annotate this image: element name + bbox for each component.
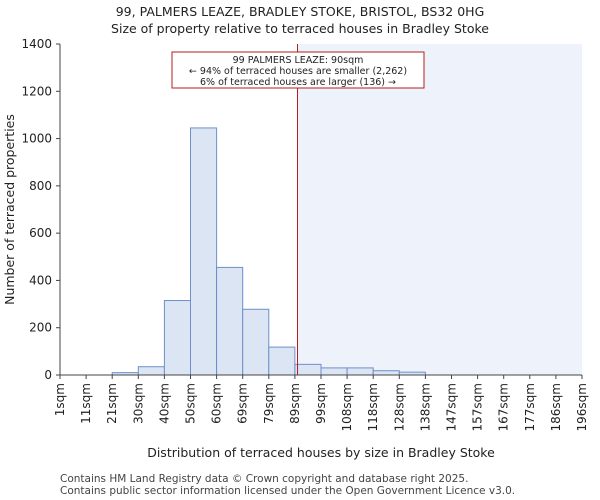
x-tick-label-128sqm: 128sqm	[392, 383, 406, 431]
annotation-box	[171, 51, 425, 89]
x-tick-label-11sqm: 11sqm	[79, 383, 93, 424]
x-tick-label-147sqm: 147sqm	[445, 383, 459, 431]
x-axis-title: Distribution of terraced houses by size …	[147, 445, 495, 460]
x-tick-label-118sqm: 118sqm	[366, 383, 380, 431]
x-tick-label-177sqm: 177sqm	[523, 383, 537, 431]
bar-89sqm	[294, 363, 322, 376]
bar-108sqm	[346, 367, 374, 376]
x-tick-label-167sqm: 167sqm	[497, 383, 511, 431]
x-tick-label-99sqm: 99sqm	[314, 383, 328, 424]
y-tick-label-1000: 1000	[21, 132, 52, 146]
bar-79sqm	[268, 346, 296, 376]
y-tick-label-1200: 1200	[21, 84, 52, 98]
y-tick-label-1400: 1400	[21, 37, 52, 51]
y-tick-label-200: 200	[29, 321, 52, 335]
x-tick-label-108sqm: 108sqm	[340, 383, 354, 431]
x-tick-label-196sqm: 196sqm	[575, 383, 589, 431]
chart-subtitle: Size of property relative to terraced ho…	[111, 21, 489, 36]
x-tick-label-79sqm: 79sqm	[262, 383, 276, 424]
bar-50sqm	[190, 127, 218, 376]
x-tick-label-157sqm: 157sqm	[471, 383, 485, 431]
y-tick-label-800: 800	[29, 179, 52, 193]
bar-30sqm	[137, 366, 165, 376]
chart-title: 99, PALMERS LEAZE, BRADLEY STOKE, BRISTO…	[115, 4, 485, 19]
x-tick-label-21sqm: 21sqm	[105, 383, 119, 424]
x-tick-label-69sqm: 69sqm	[236, 383, 250, 424]
x-tick-label-138sqm: 138sqm	[418, 383, 432, 431]
x-tick-label-30sqm: 30sqm	[131, 383, 145, 424]
y-tick-label-600: 600	[29, 226, 52, 240]
y-axis-title: Number of terraced properties	[2, 114, 17, 305]
highlight-region	[297, 44, 582, 375]
annotation-line-1: 99 PALMERS LEAZE: 90sqm	[233, 55, 364, 66]
x-tick-label-89sqm: 89sqm	[288, 383, 302, 424]
annotation-line-3: 6% of terraced houses are larger (136) →	[200, 77, 396, 88]
footer-licence: Contains public sector information licen…	[60, 485, 516, 497]
x-tick-label-60sqm: 60sqm	[210, 383, 224, 424]
bar-118sqm	[372, 370, 400, 376]
bar-60sqm	[216, 266, 244, 376]
x-tick-label-1sqm: 1sqm	[53, 383, 67, 416]
footer-copyright: Contains HM Land Registry data © Crown c…	[60, 473, 469, 485]
x-tick-label-186sqm: 186sqm	[549, 383, 563, 431]
bar-99sqm	[320, 367, 348, 376]
bar-69sqm	[242, 308, 270, 376]
annotation-line-2: ← 94% of terraced houses are smaller (2,…	[189, 66, 407, 77]
x-tick-label-50sqm: 50sqm	[184, 383, 198, 424]
x-tick-label-40sqm: 40sqm	[157, 383, 171, 424]
bar-40sqm	[163, 300, 191, 376]
y-tick-label-0: 0	[44, 368, 52, 382]
y-tick-label-400: 400	[29, 273, 52, 287]
